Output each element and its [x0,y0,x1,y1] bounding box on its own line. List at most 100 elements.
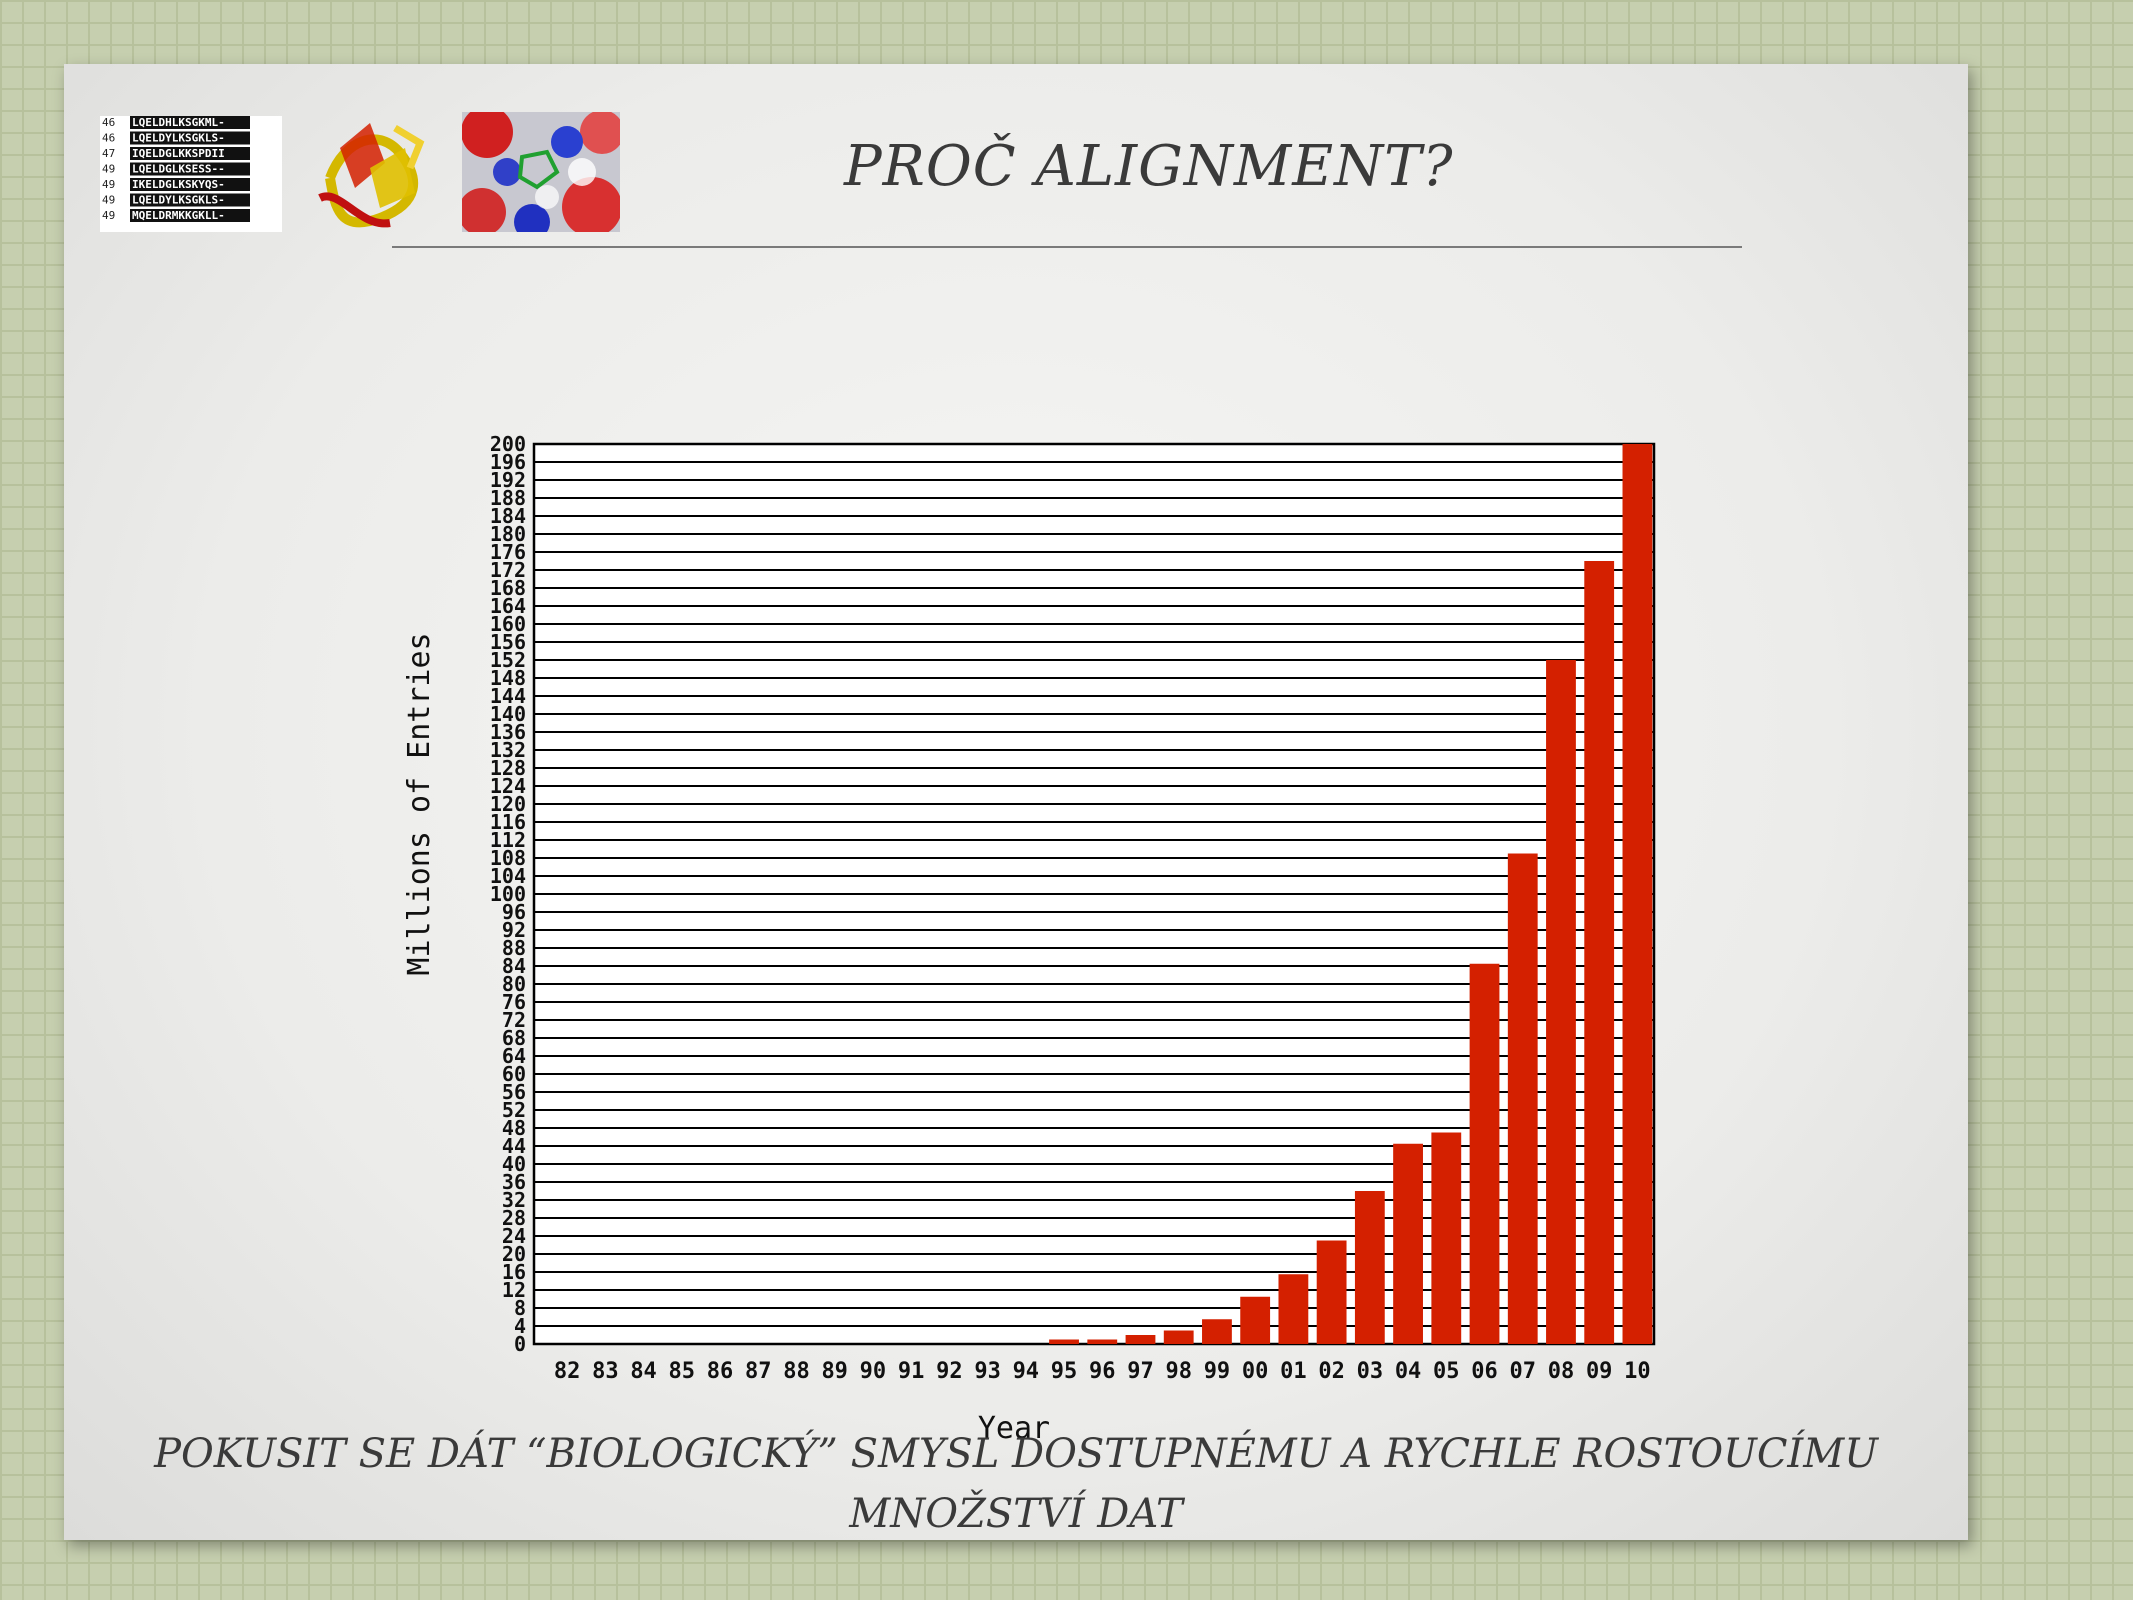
y-tick-label: 36 [502,1170,526,1194]
x-tick-label: 82 [554,1359,581,1384]
y-tick-label: 112 [490,828,526,852]
x-tick-label: 93 [974,1359,1001,1384]
y-tick-label: 88 [502,936,526,960]
x-tick-label: 05 [1433,1359,1460,1384]
y-tick-label: 68 [502,1026,526,1050]
y-tick-label: 172 [490,558,526,582]
x-tick-label: 86 [707,1359,734,1384]
y-tick-label: 0 [514,1332,526,1356]
x-tick-label: 89 [821,1359,848,1384]
y-tick-label: 56 [502,1080,526,1104]
y-tick-label: 84 [502,954,526,978]
title-underline [392,246,1742,248]
y-tick-label: 28 [502,1206,526,1230]
sequence-alignment-thumbnail: 46 LQELDHLKSGKML- 46 LQELDYLKSGKLS- 47 IQELDG… [100,116,282,232]
y-tick-label: 60 [502,1062,526,1086]
y-tick-label: 144 [490,684,526,708]
y-tick-label: 140 [490,702,526,726]
y-tick-label: 124 [490,774,526,798]
bar [1584,561,1615,1344]
y-tick-label: 4 [514,1314,526,1338]
bar [1087,1339,1118,1344]
y-tick-label: 104 [490,864,526,888]
y-axis-label: Millions of Entries [402,632,437,975]
sequence-row-number: 49 [102,178,115,191]
x-tick-label: 08 [1548,1359,1575,1384]
x-tick-label: 84 [630,1359,657,1384]
y-tick-label: 20 [502,1242,526,1266]
x-tick-label: 96 [1089,1359,1116,1384]
x-tick-label: 01 [1280,1359,1307,1384]
sequence-row-text: MQELDRMKKGKLL- [132,209,225,222]
x-tick-label: 98 [1165,1359,1192,1384]
y-tick-label: 24 [502,1224,526,1248]
bar [1240,1296,1271,1344]
y-tick-label: 184 [490,504,526,528]
x-tick-label: 00 [1242,1359,1269,1384]
y-tick-label: 12 [502,1278,526,1302]
y-tick-label: 160 [490,612,526,636]
x-axis-label: Year [978,1411,1050,1446]
y-tick-label: 156 [490,630,526,654]
x-tick-label: 90 [860,1359,887,1384]
y-tick-label: 136 [490,720,526,744]
y-tick-label: 96 [502,900,526,924]
y-tick-label: 168 [490,576,526,600]
slide-footer: POKUSIT SE DÁT “BIOLOGICKÝ” SMYSL DOSTUP… [84,1424,1948,1544]
bar [1393,1143,1423,1344]
y-tick-label: 164 [490,594,526,618]
sequence-row-text: IKELDGLKSKYQS- [132,178,225,191]
x-tick-label: 94 [1013,1359,1040,1384]
bar [1431,1132,1462,1344]
bar [1469,963,1500,1344]
y-tick-label: 200 [490,432,526,456]
sequence-row-number: 49 [102,209,115,222]
y-tick-label: 176 [490,540,526,564]
footer-line-1: POKUSIT SE DÁT “BIOLOGICKÝ” SMYSL DOSTUP… [154,1431,1878,1477]
y-tick-label: 128 [490,756,526,780]
bar [1125,1335,1156,1344]
protein-surface-thumbnail [458,106,624,240]
sequence-row-text: LQELDYLKSGKLS- [132,132,225,145]
sequence-row-text: LQELDHLKSGKML- [132,116,225,129]
y-tick-label: 44 [502,1134,526,1158]
y-tick-label: 188 [490,486,526,510]
sequence-row-text: IQELDGLKKSPDII [132,147,225,160]
x-tick-label: 83 [592,1359,619,1384]
footer-line-2: MNOŽSTVÍ DAT [849,1491,1183,1537]
x-tick-label: 02 [1318,1359,1345,1384]
y-tick-label: 100 [490,882,526,906]
y-tick-label: 72 [502,1008,526,1032]
bar-chart: 0481216202428323640444852566064687276808… [402,432,1656,1446]
y-tick-label: 108 [490,846,526,870]
sequence-row-text: LQELDYLKSGKLS- [132,194,225,207]
y-tick-label: 180 [490,522,526,546]
sequence-row-number: 49 [102,194,115,207]
y-tick-label: 116 [490,810,526,834]
bar [1507,853,1538,1344]
x-tick-label: 87 [745,1359,772,1384]
slide-title: PROČ ALIGNMENT? [844,134,1454,199]
y-tick-label: 92 [502,918,526,942]
x-tick-label: 97 [1127,1359,1154,1384]
y-tick-label: 80 [502,972,526,996]
x-tick-label: 92 [936,1359,963,1384]
sequence-row-number: 47 [102,147,115,160]
x-tick-label: 88 [783,1359,810,1384]
y-tick-label: 132 [490,738,526,762]
bar [1316,1240,1347,1344]
bar [1049,1339,1079,1344]
x-tick-label: 09 [1586,1359,1613,1384]
x-tick-label: 95 [1051,1359,1078,1384]
bar [1278,1274,1309,1344]
y-tick-label: 120 [490,792,526,816]
bar [1546,660,1576,1344]
x-tick-label: 99 [1204,1359,1231,1384]
protein-ribbon-thumbnail [310,108,434,238]
y-tick-label: 196 [490,450,526,474]
x-tick-label: 06 [1471,1359,1498,1384]
x-tick-label: 10 [1624,1359,1651,1384]
sequence-row-text: LQELDGLKSESS-- [132,163,225,176]
sequence-row-number: 46 [102,132,115,145]
y-tick-label: 192 [490,468,526,492]
